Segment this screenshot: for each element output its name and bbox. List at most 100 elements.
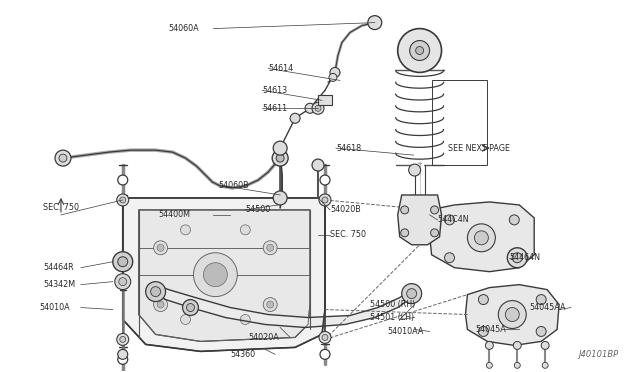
Circle shape <box>154 298 168 311</box>
Text: J40101BP: J40101BP <box>579 350 619 359</box>
Circle shape <box>116 194 129 206</box>
Circle shape <box>273 141 287 155</box>
Circle shape <box>330 67 340 77</box>
Circle shape <box>157 244 164 251</box>
Bar <box>318 95 332 105</box>
Text: 54060B: 54060B <box>218 180 249 189</box>
Circle shape <box>536 295 546 305</box>
Circle shape <box>118 349 128 359</box>
Circle shape <box>508 248 527 268</box>
Circle shape <box>401 229 409 237</box>
Text: 54618: 54618 <box>336 144 361 153</box>
Circle shape <box>120 197 125 203</box>
Polygon shape <box>139 210 310 341</box>
Text: SEC. 750: SEC. 750 <box>43 203 79 212</box>
Circle shape <box>157 301 164 308</box>
Circle shape <box>368 16 382 30</box>
Circle shape <box>267 301 274 308</box>
Circle shape <box>479 327 488 336</box>
Circle shape <box>120 336 125 342</box>
Circle shape <box>506 308 519 321</box>
Circle shape <box>415 46 424 54</box>
Circle shape <box>263 241 277 255</box>
Text: 54613: 54613 <box>262 86 287 95</box>
Circle shape <box>320 349 330 359</box>
Circle shape <box>329 73 337 81</box>
Text: SEC. 750: SEC. 750 <box>330 230 366 239</box>
Circle shape <box>322 334 328 340</box>
Circle shape <box>322 197 328 203</box>
Circle shape <box>119 278 127 286</box>
Circle shape <box>154 241 168 255</box>
Text: 54501 (LH): 54501 (LH) <box>370 313 414 322</box>
Circle shape <box>445 215 454 225</box>
Text: 54010AA: 54010AA <box>388 327 424 336</box>
Circle shape <box>319 194 331 206</box>
Circle shape <box>401 206 409 214</box>
Text: SEE NEXT PAGE: SEE NEXT PAGE <box>447 144 509 153</box>
Circle shape <box>204 263 227 286</box>
Circle shape <box>536 327 546 336</box>
Text: 54045A: 54045A <box>476 325 506 334</box>
Circle shape <box>115 274 131 290</box>
Circle shape <box>180 314 191 324</box>
Circle shape <box>479 295 488 305</box>
Circle shape <box>193 253 237 296</box>
Circle shape <box>118 355 128 364</box>
Text: 54045AA: 54045AA <box>529 303 566 312</box>
Circle shape <box>409 164 420 176</box>
Circle shape <box>397 29 442 73</box>
Text: 54464R: 54464R <box>43 263 74 272</box>
Circle shape <box>515 362 520 368</box>
Circle shape <box>59 154 67 162</box>
Circle shape <box>272 150 288 166</box>
Text: 54060A: 54060A <box>168 24 199 33</box>
Circle shape <box>312 159 324 171</box>
Circle shape <box>320 95 330 105</box>
Polygon shape <box>465 285 559 346</box>
Text: 544C4N: 544C4N <box>438 215 469 224</box>
Circle shape <box>509 253 519 263</box>
Circle shape <box>320 175 330 185</box>
Circle shape <box>509 215 519 225</box>
Circle shape <box>113 252 132 272</box>
Text: 54360: 54360 <box>230 350 255 359</box>
Circle shape <box>263 298 277 311</box>
Circle shape <box>499 301 526 328</box>
Circle shape <box>467 224 495 252</box>
Circle shape <box>312 102 324 114</box>
Polygon shape <box>397 195 442 245</box>
Circle shape <box>485 341 493 349</box>
Circle shape <box>240 314 250 324</box>
Text: 54464N: 54464N <box>509 253 540 262</box>
Circle shape <box>474 231 488 245</box>
Circle shape <box>118 257 128 267</box>
Circle shape <box>410 41 429 61</box>
Circle shape <box>512 253 522 263</box>
Circle shape <box>402 283 422 304</box>
Circle shape <box>276 154 284 162</box>
Circle shape <box>273 191 287 205</box>
Text: 54020B: 54020B <box>330 205 361 214</box>
Circle shape <box>150 286 161 296</box>
Bar <box>431 80 488 165</box>
Text: 54020A: 54020A <box>248 333 279 342</box>
Circle shape <box>486 362 492 368</box>
Circle shape <box>431 206 438 214</box>
Circle shape <box>513 341 521 349</box>
Polygon shape <box>123 198 325 352</box>
Circle shape <box>445 253 454 263</box>
Circle shape <box>55 150 71 166</box>
Circle shape <box>305 103 315 113</box>
Text: 54400M: 54400M <box>159 211 191 219</box>
Circle shape <box>542 362 548 368</box>
Text: 54500 (RH): 54500 (RH) <box>370 300 415 309</box>
Circle shape <box>315 105 321 111</box>
Circle shape <box>541 341 549 349</box>
Text: 54010A: 54010A <box>39 303 70 312</box>
Polygon shape <box>429 202 534 272</box>
Circle shape <box>180 225 191 235</box>
Circle shape <box>118 175 128 185</box>
Circle shape <box>116 333 129 346</box>
Text: 54614: 54614 <box>268 64 293 73</box>
